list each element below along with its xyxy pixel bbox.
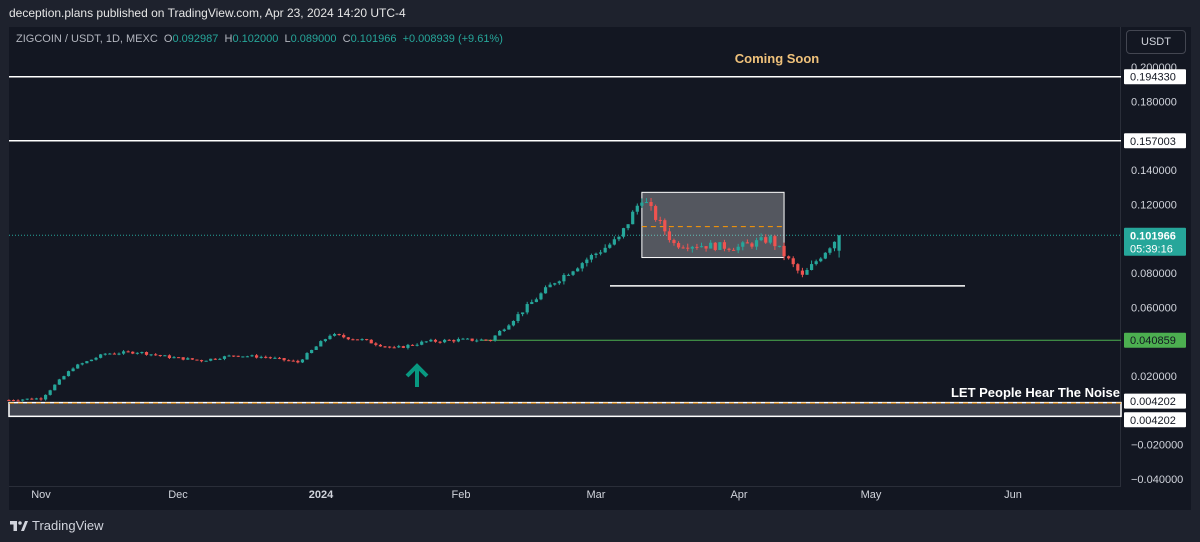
currency-button[interactable]: USDT [1126, 30, 1186, 54]
brand[interactable]: TradingView [10, 518, 104, 533]
publisher-text: deception.plans published on TradingView… [9, 6, 406, 20]
price-axis[interactable] [1121, 27, 1191, 510]
low-label: L [284, 33, 291, 45]
tradingview-logo-icon [10, 520, 28, 531]
time-axis[interactable] [9, 486, 1121, 510]
chart-pane[interactable] [9, 27, 1121, 510]
low-value: 0.089000 [290, 33, 337, 45]
close-value: 0.101966 [350, 33, 397, 45]
symbol-legend: ZIGCOIN / USDT, 1D, MEXC O0.092987 H0.10… [16, 33, 503, 45]
footer-bar [0, 510, 1200, 542]
high-label: H [224, 33, 233, 45]
change-value: +0.008939 (+9.61%) [402, 33, 503, 45]
symbol-name: ZIGCOIN / USDT, 1D, MEXC [16, 33, 158, 45]
close-label: C [342, 33, 351, 45]
high-value: 0.102000 [232, 33, 279, 45]
open-label: O [163, 33, 173, 45]
brand-name: TradingView [32, 518, 104, 533]
open-value: 0.092987 [172, 33, 219, 45]
publisher-bar: deception.plans published on TradingView… [0, 0, 1200, 26]
